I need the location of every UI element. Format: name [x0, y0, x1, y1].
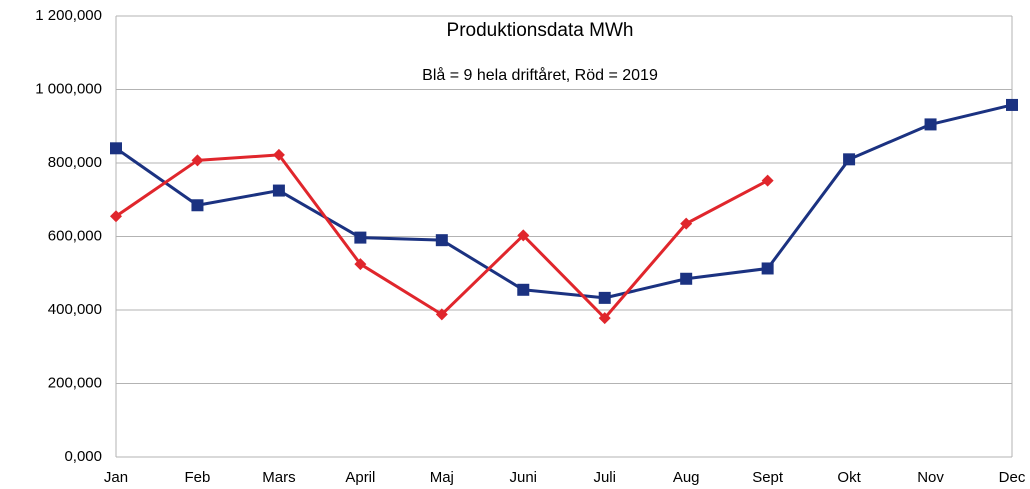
marker: [435, 234, 448, 247]
series-line: [115, 103, 1013, 300]
marker: [680, 217, 693, 230]
x-tick-label: Dec: [999, 469, 1026, 486]
x-tick-label: Juni: [510, 469, 538, 486]
x-tick-label: Jan: [104, 469, 128, 486]
y-tick-label: 800,000: [48, 154, 102, 171]
marker: [598, 312, 611, 325]
x-tick-label: Mars: [262, 469, 295, 486]
chart-subtitle: Blå = 9 hela driftåret, Röd = 2019: [422, 66, 658, 84]
marker: [680, 272, 693, 285]
marker: [598, 291, 611, 304]
marker: [517, 283, 530, 296]
marker: [761, 174, 774, 187]
marker: [843, 153, 856, 166]
y-tick-label: 1 000,000: [35, 80, 102, 97]
x-tick-label: Aug: [673, 469, 700, 486]
x-tick-label: Feb: [185, 469, 211, 486]
marker: [517, 229, 530, 242]
x-tick-label: Juli: [593, 469, 616, 486]
marker: [435, 308, 448, 321]
x-tick-label: Okt: [837, 469, 861, 486]
marker: [110, 210, 122, 223]
marker: [924, 118, 937, 131]
y-tick-label: 600,000: [48, 227, 102, 244]
marker: [191, 154, 204, 167]
y-tick-label: 400,000: [48, 301, 102, 318]
marker: [354, 231, 367, 244]
marker: [272, 148, 285, 161]
y-tick-label: 200,000: [48, 374, 102, 391]
marker: [761, 262, 774, 275]
chart-title: Produktionsdata MWh: [447, 20, 634, 41]
marker: [1006, 98, 1018, 111]
x-tick-label: Sept: [752, 469, 784, 486]
marker: [191, 199, 204, 212]
x-tick-label: Nov: [917, 469, 944, 486]
y-tick-label: 0,000: [64, 448, 102, 465]
y-tick-label: 1 200,000: [35, 7, 102, 24]
x-tick-label: April: [345, 469, 375, 486]
marker: [354, 258, 367, 271]
x-tick-label: Maj: [430, 469, 454, 486]
marker: [110, 142, 122, 155]
marker: [272, 184, 285, 197]
